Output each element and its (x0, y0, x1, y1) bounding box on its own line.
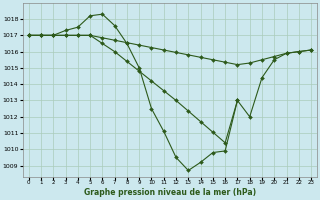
X-axis label: Graphe pression niveau de la mer (hPa): Graphe pression niveau de la mer (hPa) (84, 188, 256, 197)
